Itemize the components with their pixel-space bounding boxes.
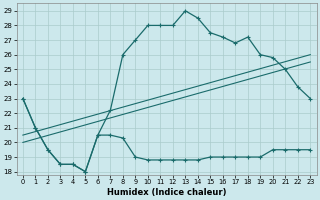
X-axis label: Humidex (Indice chaleur): Humidex (Indice chaleur) — [107, 188, 226, 197]
